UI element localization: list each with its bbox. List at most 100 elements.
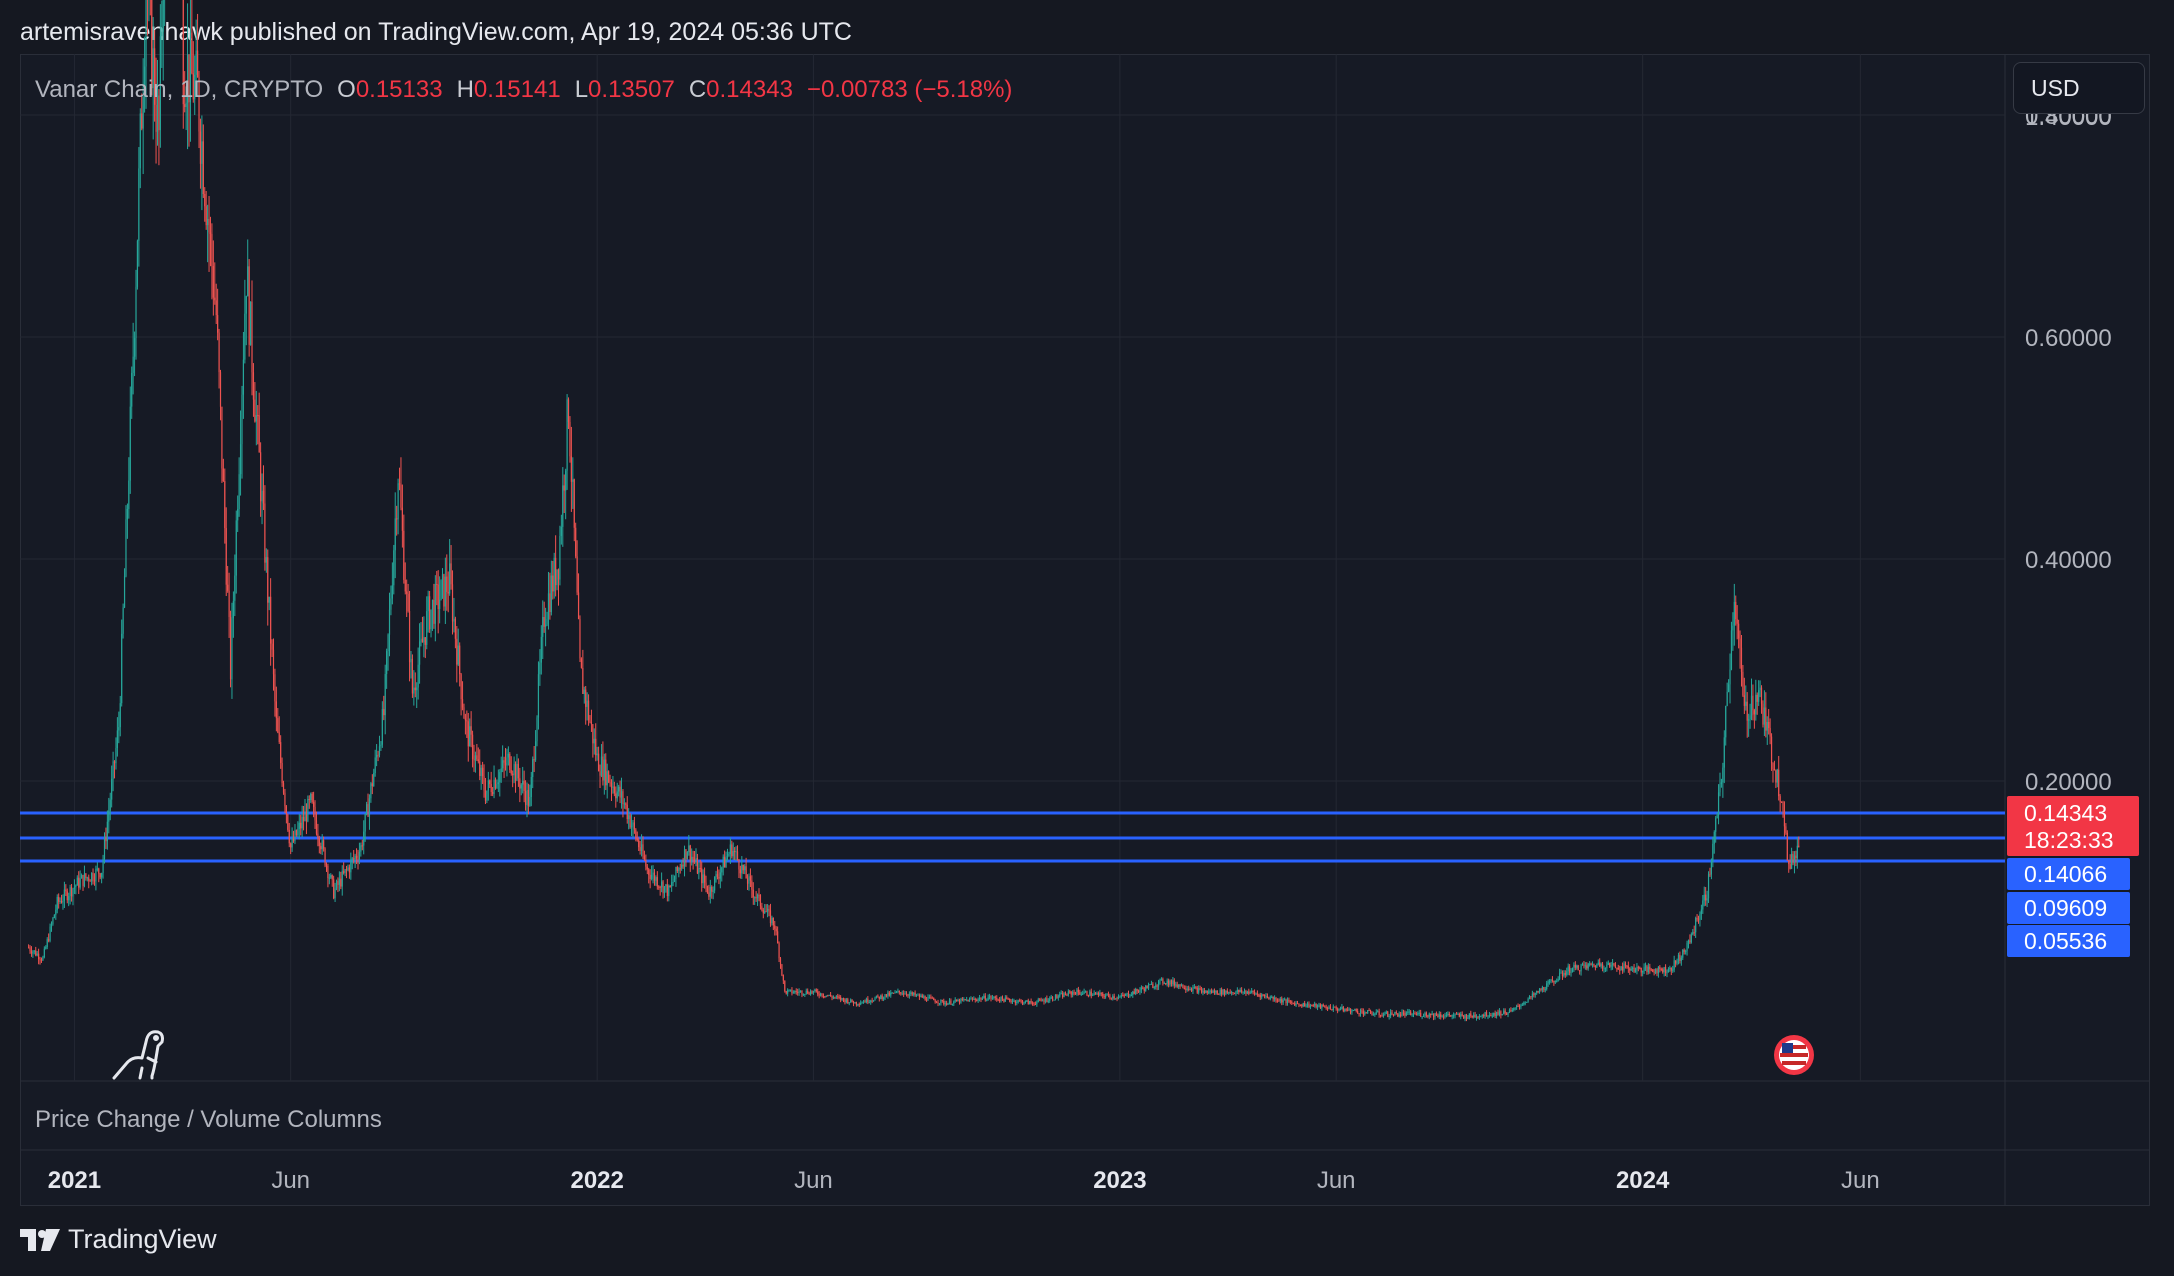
candle-down xyxy=(433,599,435,624)
candle-up xyxy=(1766,721,1768,731)
candle-up xyxy=(865,998,868,1003)
candle-up xyxy=(596,753,598,756)
candle-up xyxy=(1516,1005,1518,1008)
candle-down xyxy=(1229,992,1231,994)
tradingview-brand[interactable]: TradingView xyxy=(20,1224,217,1255)
chart-pane[interactable] xyxy=(20,54,2150,1206)
candle-down xyxy=(563,485,565,491)
candle-up xyxy=(560,526,562,536)
candle-down xyxy=(1614,965,1617,968)
candle-up xyxy=(1557,979,1559,981)
candle-down xyxy=(40,959,43,961)
candle-down xyxy=(893,992,895,994)
candle-down xyxy=(1664,967,1667,974)
candle-down xyxy=(1142,987,1144,989)
candle-up xyxy=(291,838,293,848)
candle-down xyxy=(1593,964,1595,966)
candle-up xyxy=(391,585,393,599)
candle-up xyxy=(122,607,124,634)
candle-down xyxy=(377,754,379,756)
candle-down xyxy=(724,856,726,868)
candle-down xyxy=(295,830,298,836)
candle-up xyxy=(887,992,889,997)
candle-up xyxy=(1385,1011,1387,1014)
candle-up xyxy=(1083,991,1085,994)
candle-up xyxy=(1139,989,1141,992)
candle-up xyxy=(857,1004,859,1006)
candle-up xyxy=(809,991,812,995)
indicator-pane-title[interactable]: Price Change / Volume Columns xyxy=(35,1106,382,1133)
candle-up xyxy=(79,878,81,888)
candle-up xyxy=(1663,967,1665,973)
candle-down xyxy=(669,885,671,887)
candle-up xyxy=(453,618,455,622)
publisher-header: artemisravenhawk published on TradingVie… xyxy=(20,18,852,46)
candle-up xyxy=(835,996,837,998)
candle-down xyxy=(481,767,484,777)
candle-up xyxy=(143,66,146,98)
candle-up xyxy=(553,557,555,592)
candle-up xyxy=(115,748,117,764)
candle-down xyxy=(473,759,475,761)
candle-up xyxy=(1208,991,1210,993)
candle-up xyxy=(1339,1009,1342,1011)
candle-down xyxy=(38,953,40,960)
candle-down xyxy=(679,868,681,870)
candle-down xyxy=(834,997,836,999)
candle-down xyxy=(470,726,472,735)
candle-down xyxy=(182,0,184,105)
candle-down xyxy=(1770,736,1773,764)
candle-down xyxy=(605,759,607,786)
candle-up xyxy=(49,926,51,941)
currency-button[interactable]: USD xyxy=(2013,62,2145,114)
candle-down xyxy=(267,557,269,603)
candle-up xyxy=(1566,971,1568,975)
candle-up xyxy=(1412,1013,1415,1015)
candle-down xyxy=(638,840,640,848)
candle-up xyxy=(1092,995,1094,997)
candle-down xyxy=(1471,1016,1473,1018)
symbol-legend[interactable]: Vanar Chain, 1D, CRYPTO O0.15133 H0.15141 L… xyxy=(35,76,1012,104)
candle-down xyxy=(1485,1012,1488,1017)
candle-up xyxy=(1685,950,1687,952)
brand-name: TradingView xyxy=(68,1224,217,1254)
candle-up xyxy=(1748,719,1750,721)
candle-up xyxy=(534,741,537,760)
candle-down xyxy=(325,865,328,867)
candle-up xyxy=(1690,934,1692,943)
candle-down xyxy=(838,996,840,998)
candle-down xyxy=(320,846,322,850)
candle-up xyxy=(502,760,504,769)
candle-up xyxy=(540,636,542,663)
candle-down xyxy=(961,998,963,1000)
time-axis[interactable]: 2021 Jun 2022 Jun 2023 Jun 2024 Jun xyxy=(48,1167,1880,1194)
candle-down xyxy=(400,484,402,508)
candle-down xyxy=(775,928,777,932)
candle-down xyxy=(155,104,157,132)
candle-down xyxy=(1039,999,1041,1001)
candle-up xyxy=(156,95,159,132)
candle-up xyxy=(1511,1010,1513,1012)
candle-down xyxy=(1182,984,1184,989)
candle-up xyxy=(977,999,979,1001)
candle-up xyxy=(1441,1016,1443,1018)
candle-down xyxy=(871,1000,873,1002)
candle-up xyxy=(951,1003,953,1005)
candle-down xyxy=(1415,1013,1417,1015)
candle-up xyxy=(536,717,538,742)
candle-up xyxy=(1265,995,1267,997)
symbol-name[interactable]: Vanar Chain, 1D, CRYPTO xyxy=(35,76,324,103)
candle-up xyxy=(986,999,988,1001)
candle-down xyxy=(1146,985,1148,989)
candle-up xyxy=(1175,984,1177,986)
hline-price-label: 0.09609 xyxy=(2024,895,2107,921)
candle-up xyxy=(957,999,959,1002)
candle-down xyxy=(921,995,923,998)
candle-down xyxy=(1195,987,1197,989)
us-flag-icon[interactable] xyxy=(1774,1035,1814,1075)
candle-up xyxy=(1642,970,1644,973)
candle-down xyxy=(827,995,829,997)
candle-down xyxy=(761,906,763,910)
